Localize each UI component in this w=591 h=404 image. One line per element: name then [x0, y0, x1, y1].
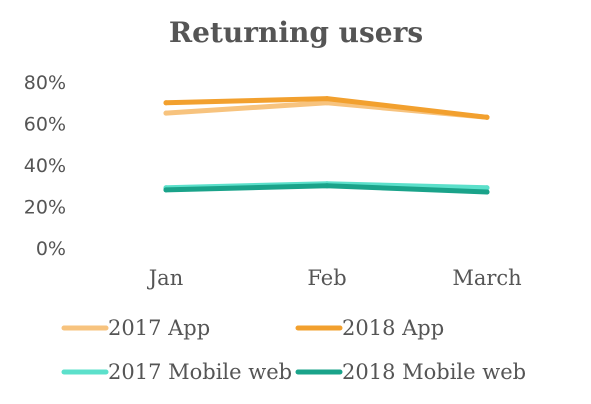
legend-label: 2017 Mobile web — [108, 360, 292, 384]
y-tick-label: 20% — [24, 197, 66, 219]
y-tick-label: 0% — [36, 238, 66, 260]
data-point — [163, 110, 169, 116]
x-tick-label: Jan — [147, 266, 183, 290]
y-tick-label: 40% — [24, 155, 66, 177]
y-tick-label: 60% — [24, 114, 66, 136]
data-point — [484, 189, 490, 195]
data-point — [163, 100, 169, 106]
legend-item: 2018 App — [295, 316, 444, 340]
data-point — [484, 185, 490, 191]
x-tick-label: March — [452, 266, 521, 290]
legend-label: 2017 App — [108, 316, 210, 340]
x-tick-label: Feb — [307, 266, 346, 290]
y-axis-ticks: 0% 20% 40% 60% 80% — [24, 72, 66, 260]
legend: 2017 App 2018 App 2017 Mobile web 2018 Mobi… — [61, 316, 526, 384]
data-point — [324, 96, 330, 102]
legend-label: 2018 Mobile web — [342, 360, 526, 384]
legend-label: 2018 App — [342, 316, 444, 340]
legend-item: 2017 App — [61, 316, 210, 340]
legend-item: 2018 Mobile web — [295, 360, 526, 384]
data-point — [163, 187, 169, 193]
x-axis-ticks: Jan Feb March — [147, 266, 522, 290]
chart-title: Returning users — [169, 16, 423, 49]
legend-item: 2017 Mobile web — [61, 360, 292, 384]
data-point — [324, 183, 330, 189]
series-lines — [163, 96, 490, 195]
data-point — [324, 100, 330, 106]
data-point — [484, 114, 490, 120]
y-tick-label: 80% — [24, 72, 66, 94]
